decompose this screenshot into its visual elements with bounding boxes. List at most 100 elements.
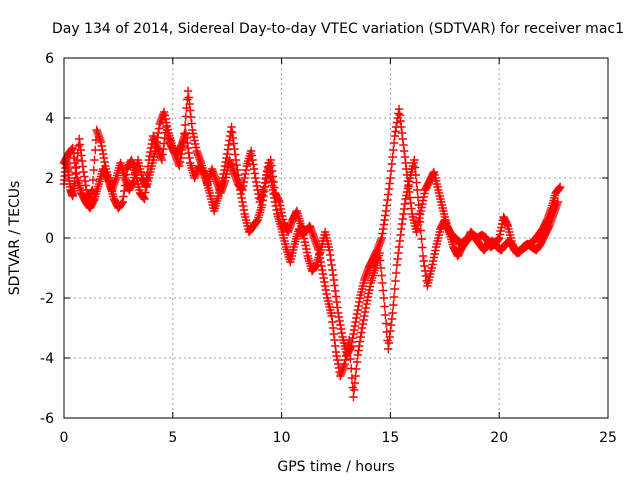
data-point bbox=[398, 134, 407, 144]
data-point bbox=[157, 155, 167, 165]
data-point bbox=[239, 177, 249, 187]
data-point bbox=[332, 351, 341, 361]
data-point bbox=[386, 173, 395, 183]
data-point bbox=[119, 192, 128, 201]
data-point bbox=[153, 133, 162, 142]
data-point bbox=[129, 176, 138, 186]
x-tick-labels: 0 5 10 15 20 25 bbox=[60, 430, 617, 446]
data-point bbox=[394, 104, 404, 114]
data-point bbox=[300, 237, 310, 247]
data-point bbox=[151, 142, 161, 151]
data-point bbox=[264, 158, 273, 168]
data-point bbox=[252, 181, 262, 191]
data-point bbox=[80, 176, 90, 186]
data-point bbox=[176, 153, 185, 163]
data-point bbox=[360, 311, 369, 321]
data-point bbox=[385, 179, 394, 188]
data-point bbox=[331, 341, 340, 351]
data-point bbox=[175, 157, 185, 167]
data-point bbox=[418, 243, 427, 252]
data-point bbox=[430, 249, 439, 259]
data-point bbox=[355, 337, 365, 346]
data-point bbox=[410, 163, 420, 172]
data-point bbox=[89, 165, 98, 175]
data-point bbox=[431, 246, 440, 255]
data-point bbox=[154, 128, 163, 138]
data-point bbox=[412, 227, 421, 237]
data-point bbox=[188, 129, 198, 138]
data-point bbox=[352, 364, 361, 374]
data-point bbox=[96, 137, 106, 147]
data-point bbox=[276, 204, 286, 214]
data-point bbox=[379, 293, 389, 303]
data-point bbox=[542, 217, 551, 226]
data-point bbox=[88, 185, 97, 195]
data-point bbox=[268, 185, 278, 195]
data-point bbox=[400, 152, 410, 162]
data-point bbox=[417, 203, 426, 212]
data-point bbox=[270, 197, 280, 207]
data-point bbox=[175, 161, 184, 171]
data-point bbox=[347, 341, 356, 351]
data-point bbox=[187, 119, 196, 128]
data-point bbox=[223, 149, 232, 159]
data-point bbox=[389, 145, 398, 155]
data-point bbox=[348, 333, 357, 343]
data-point bbox=[330, 335, 339, 345]
data-point bbox=[328, 317, 337, 327]
data-point bbox=[359, 315, 368, 325]
data-point bbox=[152, 137, 162, 147]
data-point bbox=[274, 196, 283, 205]
data-point bbox=[416, 206, 426, 216]
data-point bbox=[140, 194, 149, 204]
data-point bbox=[328, 270, 338, 280]
data-point bbox=[251, 173, 260, 183]
data-point bbox=[90, 155, 99, 165]
data-point bbox=[118, 197, 127, 207]
data-point bbox=[302, 248, 312, 257]
data-point bbox=[238, 201, 248, 211]
data-point bbox=[410, 155, 419, 165]
data-point bbox=[555, 183, 564, 193]
data-point bbox=[351, 317, 360, 327]
data-point bbox=[414, 217, 423, 226]
data-point bbox=[379, 220, 389, 229]
data-point bbox=[396, 116, 405, 126]
data-point bbox=[260, 178, 270, 188]
data-point bbox=[399, 146, 409, 156]
data-point bbox=[354, 346, 363, 355]
data-point bbox=[227, 122, 236, 132]
data-point bbox=[381, 211, 390, 220]
data-point bbox=[391, 276, 400, 286]
data-point bbox=[333, 308, 343, 318]
data-point bbox=[382, 327, 391, 337]
data-point bbox=[381, 206, 391, 216]
data-point bbox=[161, 114, 170, 124]
data-point bbox=[186, 106, 195, 115]
data-point bbox=[331, 292, 341, 301]
data-point bbox=[298, 229, 307, 239]
plot-frame bbox=[63, 57, 609, 419]
data-point bbox=[496, 226, 505, 236]
data-point bbox=[182, 133, 191, 143]
data-point bbox=[328, 265, 337, 275]
data-point bbox=[185, 153, 194, 163]
data-point bbox=[391, 127, 400, 136]
data-point bbox=[159, 139, 169, 148]
data-point bbox=[77, 156, 87, 166]
data-point bbox=[413, 185, 422, 195]
y-tick-label: -6 bbox=[40, 411, 54, 427]
data-point bbox=[384, 338, 394, 348]
data-point bbox=[228, 133, 238, 143]
data-point bbox=[252, 177, 261, 187]
data-point bbox=[321, 285, 331, 295]
data-point bbox=[75, 140, 85, 149]
data-point bbox=[117, 198, 127, 208]
data-point bbox=[355, 297, 364, 307]
data-point bbox=[357, 323, 367, 333]
data-point bbox=[333, 355, 342, 365]
data-point bbox=[141, 181, 151, 190]
data-point bbox=[191, 139, 200, 149]
data-point bbox=[335, 316, 344, 326]
data-point bbox=[397, 122, 406, 132]
